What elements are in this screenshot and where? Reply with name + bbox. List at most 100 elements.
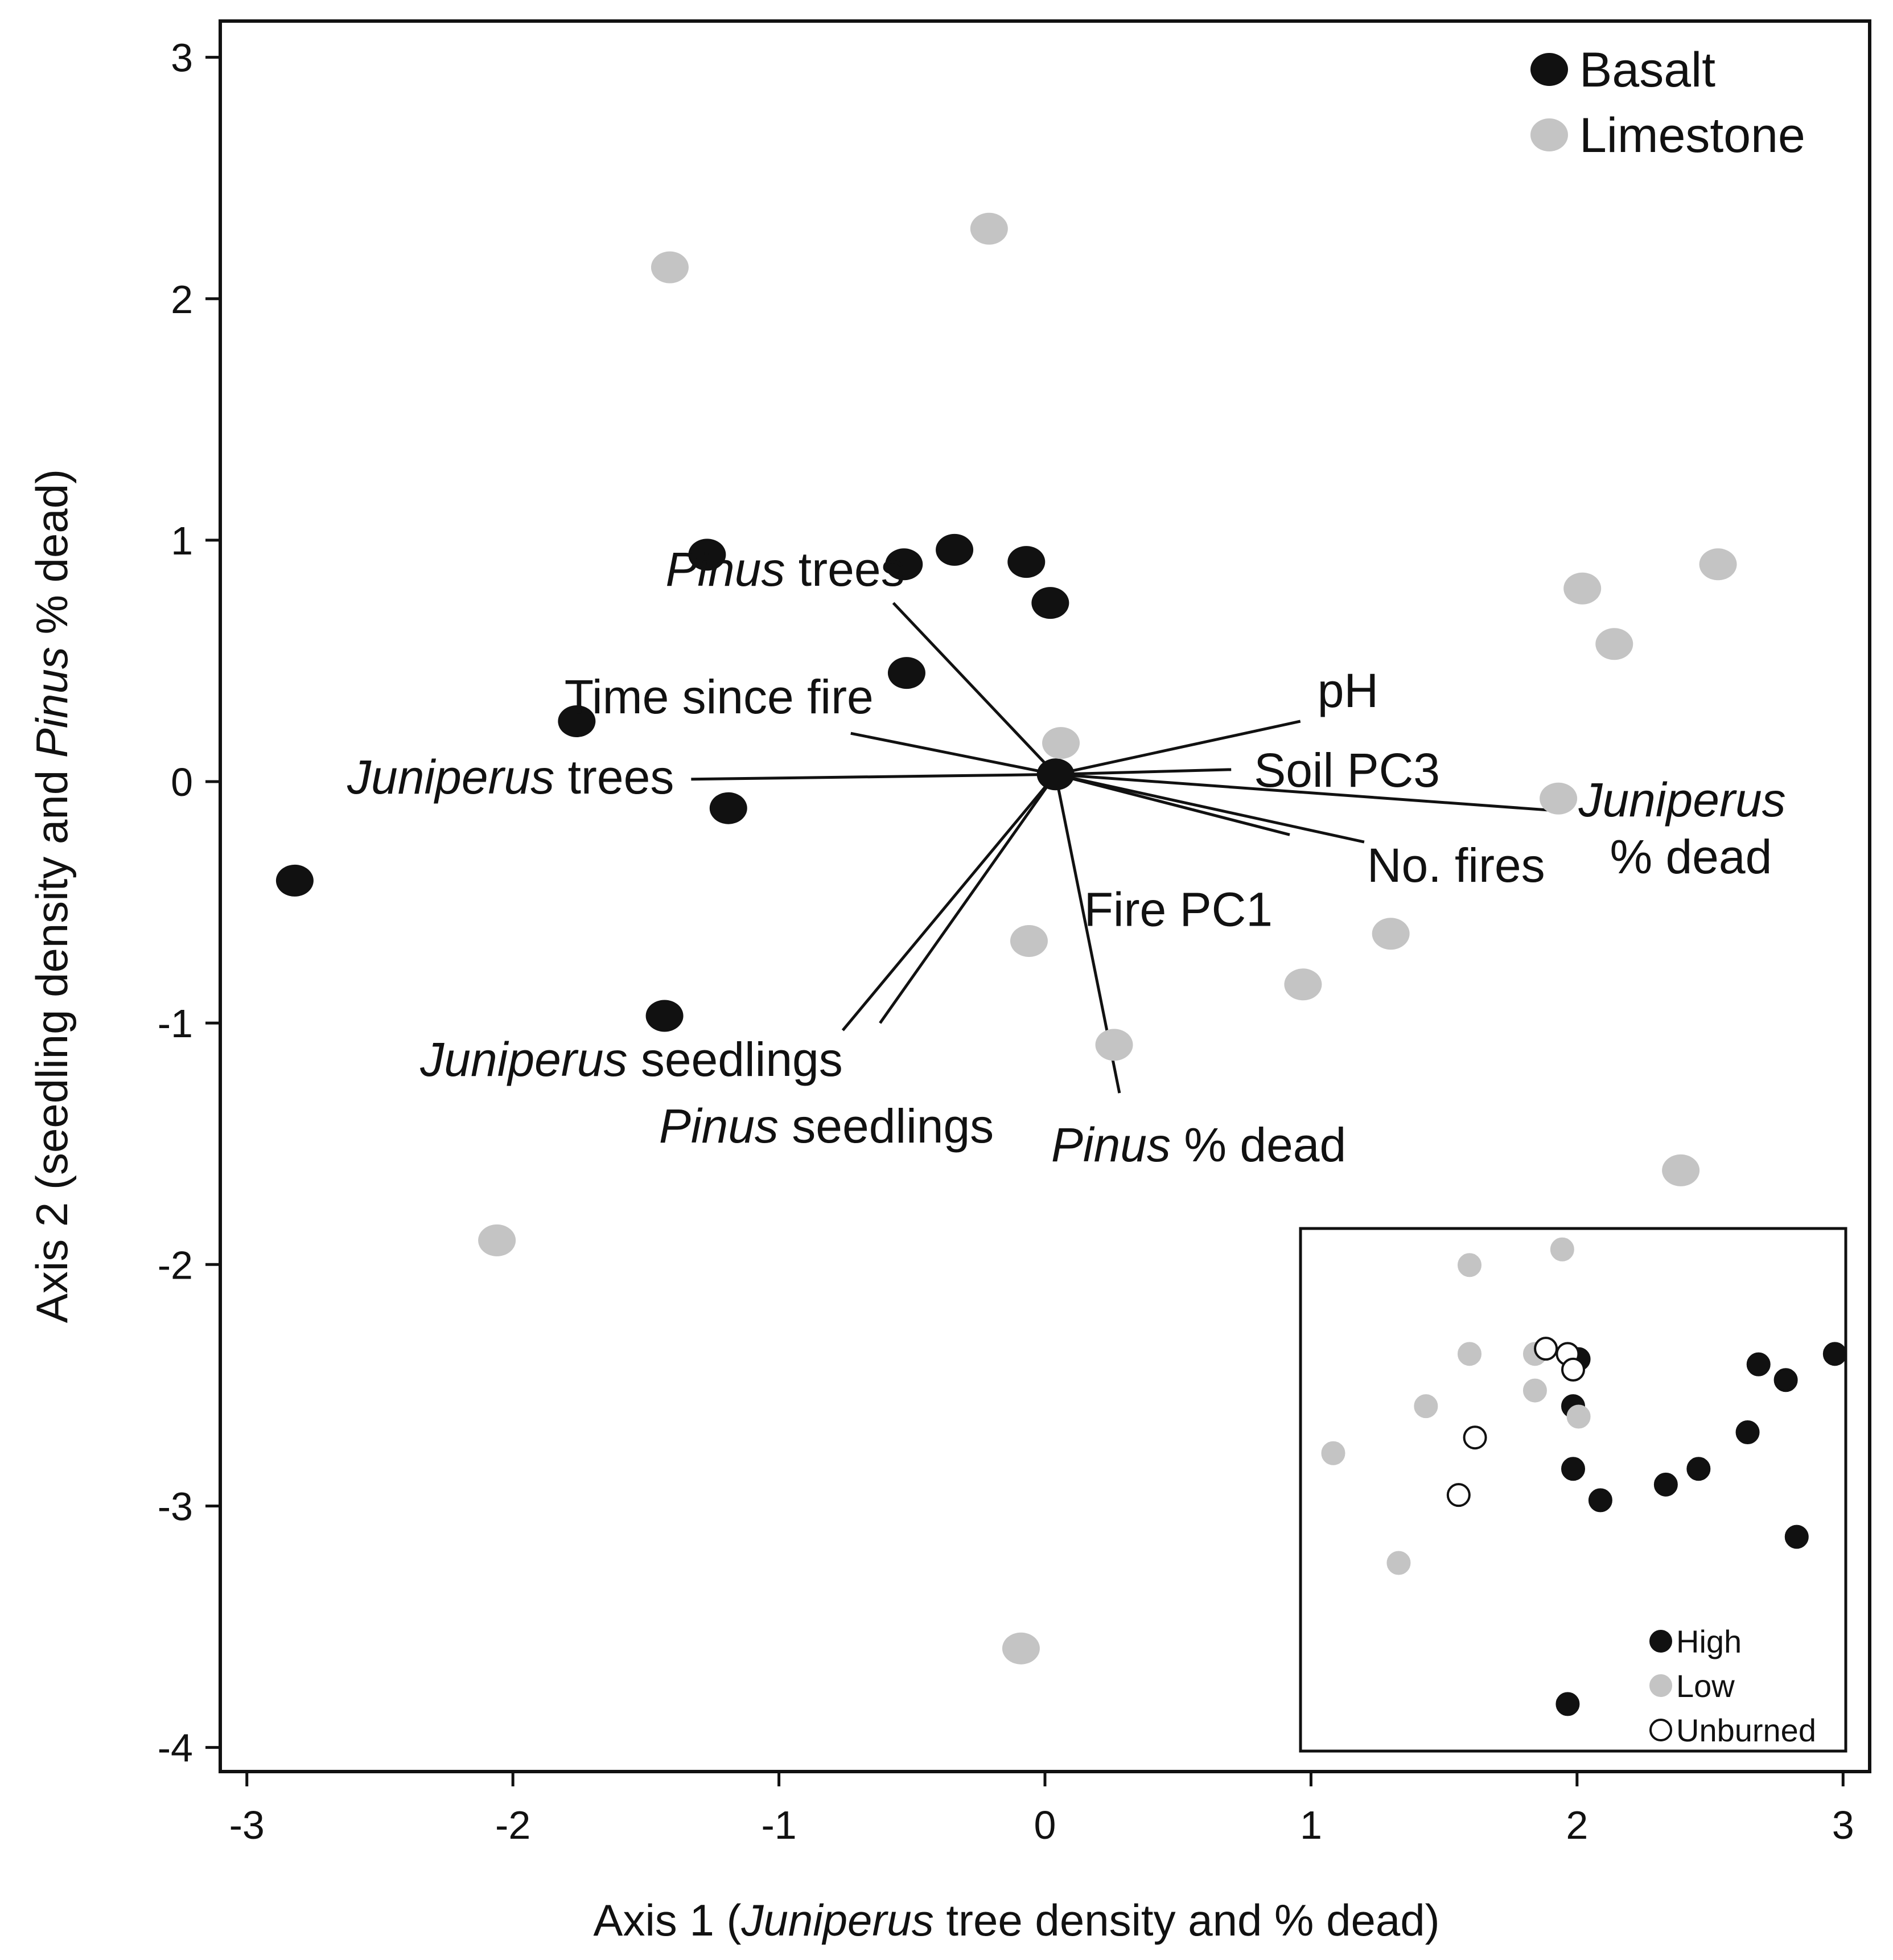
limestone-point bbox=[970, 212, 1008, 245]
inset-legend-marker-low bbox=[1649, 1674, 1672, 1697]
legend-marker-basalt bbox=[1530, 53, 1568, 86]
limestone-point bbox=[1284, 968, 1322, 1001]
basalt-point bbox=[558, 705, 596, 737]
limestone-point bbox=[1699, 548, 1737, 581]
basalt-point bbox=[709, 792, 747, 824]
inset-legend-label-low: Low bbox=[1676, 1668, 1735, 1704]
x-tick-label: 3 bbox=[1832, 1803, 1854, 1847]
inset-point-low bbox=[1566, 1404, 1591, 1429]
vector-label-juniperus-trees: Juniperus trees bbox=[347, 750, 674, 804]
inset-point-high bbox=[1773, 1368, 1798, 1392]
vector-label-pinus-trees: Pinus trees bbox=[665, 543, 904, 596]
vector-label-soil-pc3: Soil PC3 bbox=[1254, 743, 1440, 797]
inset-point-unburned bbox=[1446, 1483, 1471, 1507]
vector-no-fires bbox=[1055, 773, 1365, 844]
inset-point-high bbox=[1561, 1457, 1585, 1481]
inset-point-high bbox=[1822, 1342, 1847, 1366]
vector-label-pinus-pct-dead: Pinus % dead bbox=[1051, 1118, 1346, 1172]
vector-labels: Pinus trees Time since fire Juniperus tree… bbox=[347, 543, 1786, 1172]
vector-label-time-since-fire: Time since fire bbox=[565, 670, 874, 724]
limestone-point bbox=[1002, 1632, 1040, 1665]
basalt-point bbox=[645, 1000, 684, 1032]
vector-fire-pc1 bbox=[1055, 773, 1290, 836]
vector-label-no-fires: No. fires bbox=[1367, 839, 1545, 892]
inset-legend-marker-high bbox=[1649, 1630, 1672, 1653]
basalt-point bbox=[1036, 758, 1075, 791]
inset-point-low bbox=[1321, 1441, 1345, 1465]
inset-point-low bbox=[1522, 1378, 1547, 1403]
basalt-point bbox=[688, 539, 726, 571]
inset-frame bbox=[1299, 1227, 1847, 1753]
limestone-point bbox=[651, 251, 689, 283]
inset-point-low bbox=[1457, 1253, 1482, 1277]
y-axis-title: Axis 2 (seedling density and Pinus % dea… bbox=[27, 469, 77, 1323]
x-tick-label: -2 bbox=[495, 1803, 530, 1847]
limestone-point bbox=[1042, 727, 1080, 759]
limestone-point bbox=[1595, 628, 1633, 660]
vector-time-since-fire bbox=[850, 732, 1056, 776]
vector-label-pinus-seedlings: Pinus seedlings bbox=[659, 1099, 994, 1153]
vector-juniperus-pct-dead bbox=[1055, 773, 1556, 812]
inset-point-high bbox=[1653, 1472, 1678, 1497]
y-tick-label: 2 bbox=[171, 277, 193, 322]
vector-label-ph: pH bbox=[1318, 664, 1378, 717]
x-tick-label: -3 bbox=[229, 1803, 265, 1847]
vector-pinus-seedlings bbox=[879, 773, 1057, 1024]
x-tick-label: 0 bbox=[1034, 1803, 1056, 1847]
legend-label-limestone: Limestone bbox=[1579, 108, 1805, 163]
inset-legend-label-high: High bbox=[1676, 1624, 1742, 1659]
x-axis-title: Axis 1 (Juniperus tree density and % dea… bbox=[593, 1895, 1439, 1945]
inset-legend-label-unburned: Unburned bbox=[1676, 1712, 1816, 1748]
limestone-point bbox=[1540, 782, 1578, 815]
vector-label-juniperus-pct-dead-line2: % dead bbox=[1610, 830, 1772, 884]
limestone-point bbox=[478, 1224, 516, 1256]
legend-label-basalt: Basalt bbox=[1579, 43, 1715, 97]
legend: Basalt Limestone bbox=[1530, 43, 1805, 163]
inset-point-high bbox=[1784, 1525, 1809, 1549]
basalt-point bbox=[1031, 587, 1069, 619]
y-tick-label: 3 bbox=[171, 36, 193, 80]
inset-point-high bbox=[1555, 1692, 1580, 1716]
scatter-points bbox=[275, 212, 1737, 1665]
basalt-point bbox=[1007, 546, 1046, 578]
y-tick-label: -1 bbox=[158, 1001, 193, 1046]
vector-soil-pc3 bbox=[1055, 768, 1232, 776]
inset-point-low bbox=[1457, 1342, 1482, 1366]
x-tick-label: 2 bbox=[1566, 1803, 1588, 1847]
basalt-point bbox=[936, 533, 974, 566]
vector-ph bbox=[1055, 720, 1301, 776]
inset-point-high bbox=[1686, 1457, 1711, 1481]
vector-label-juniperus-seedlings: Juniperus seedlings bbox=[419, 1033, 842, 1086]
basalt-point bbox=[887, 657, 925, 689]
basalt-point bbox=[885, 548, 923, 581]
inset-point-high bbox=[1588, 1488, 1612, 1513]
vector-pinus-trees bbox=[892, 602, 1057, 776]
legend-marker-limestone bbox=[1530, 118, 1568, 151]
limestone-point bbox=[1095, 1029, 1133, 1061]
y-tick-label: 1 bbox=[171, 519, 193, 563]
vector-label-juniperus-pct-dead: Juniperus bbox=[1578, 773, 1785, 827]
inset-point-unburned bbox=[1463, 1425, 1487, 1450]
inset-point-low bbox=[1414, 1394, 1438, 1419]
inset-point-unburned bbox=[1534, 1337, 1558, 1361]
basalt-point bbox=[275, 864, 314, 897]
y-tick-label: 0 bbox=[171, 760, 193, 804]
x-tick-label: 1 bbox=[1300, 1803, 1322, 1847]
axis-ticks: -3 -2 -1 0 1 2 3 -4 -3 -2 -1 0 1 2 3 bbox=[158, 36, 1854, 1847]
y-tick-label: -3 bbox=[158, 1484, 193, 1528]
inset-legend-marker-unburned bbox=[1649, 1719, 1672, 1741]
inset-point-high bbox=[1746, 1352, 1771, 1376]
limestone-point bbox=[1372, 918, 1410, 950]
y-tick-label: -2 bbox=[158, 1243, 193, 1287]
limestone-point bbox=[1662, 1154, 1700, 1186]
inset-point-unburned bbox=[1561, 1357, 1585, 1382]
inset-point-low bbox=[1386, 1551, 1411, 1575]
vector-juniperus-trees bbox=[691, 773, 1056, 781]
limestone-point bbox=[1010, 924, 1048, 957]
inset-panel: High Low Unburned bbox=[1299, 1227, 1847, 1753]
inset-point-high bbox=[1735, 1420, 1760, 1445]
vector-juniperus-seedlings bbox=[841, 773, 1057, 1032]
vector-label-fire-pc1: Fire PC1 bbox=[1084, 882, 1273, 936]
x-tick-label: -1 bbox=[761, 1803, 796, 1847]
